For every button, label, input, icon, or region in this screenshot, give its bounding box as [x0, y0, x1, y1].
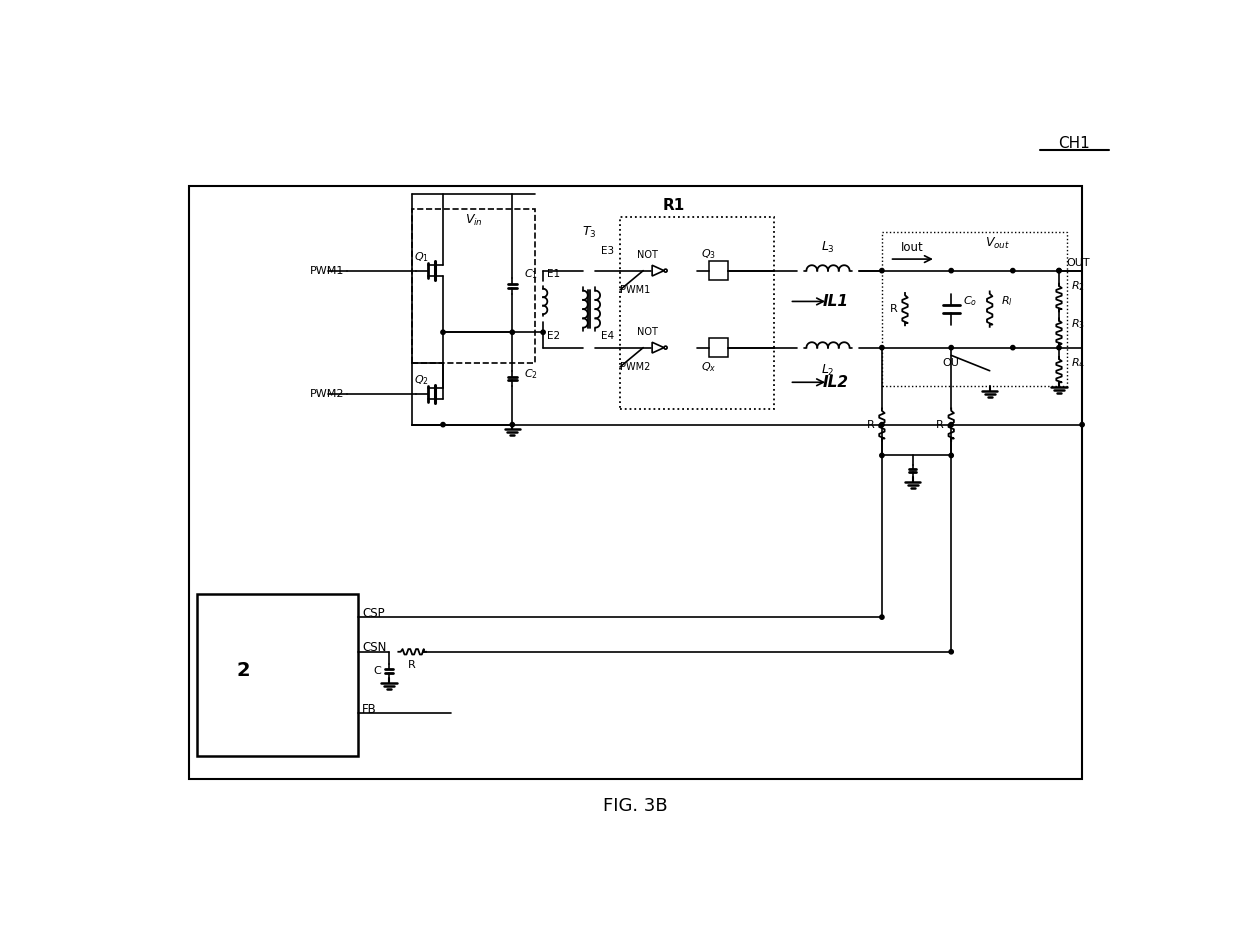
Text: R: R [408, 660, 417, 670]
Text: FB: FB [362, 703, 377, 716]
Text: $V_{in}$: $V_{in}$ [465, 213, 482, 228]
Text: OUT: OUT [1066, 258, 1090, 268]
Bar [188, 186, 1083, 779]
Text: CSN: CSN [362, 641, 387, 654]
Text: $C_2$: $C_2$ [523, 368, 538, 382]
Text: IL2: IL2 [822, 375, 848, 389]
Circle shape [1080, 423, 1084, 426]
Text: $T_3$: $T_3$ [582, 224, 596, 240]
Text: Iout: Iout [901, 241, 924, 254]
Text: FIG. 3B: FIG. 3B [603, 797, 668, 815]
Circle shape [1011, 346, 1016, 349]
Text: $\mathbf{2}$: $\mathbf{2}$ [236, 662, 249, 680]
Text: PWM1: PWM1 [620, 285, 651, 295]
Text: E2: E2 [547, 331, 560, 341]
Bar [708, 261, 728, 280]
Text: CSP: CSP [362, 607, 384, 620]
Bar [708, 338, 728, 357]
Text: $C_1$: $C_1$ [523, 268, 538, 282]
Circle shape [949, 346, 954, 349]
Circle shape [541, 330, 546, 335]
Text: $Q_x$: $Q_x$ [701, 360, 717, 374]
Circle shape [1011, 269, 1016, 273]
Text: E4: E4 [601, 331, 614, 341]
Text: R: R [889, 304, 898, 314]
Bar [412, 209, 536, 363]
Text: PWM1: PWM1 [310, 266, 345, 275]
Text: OU: OU [942, 358, 960, 368]
Text: $Q_2$: $Q_2$ [414, 373, 429, 387]
Circle shape [441, 423, 445, 426]
Text: IL1: IL1 [822, 294, 848, 309]
Text: CH1: CH1 [1059, 136, 1090, 151]
Circle shape [879, 423, 884, 426]
Circle shape [879, 346, 884, 349]
Text: $R_3$: $R_3$ [1070, 318, 1085, 332]
Circle shape [510, 423, 515, 426]
Text: R: R [936, 420, 944, 429]
Text: PWM2: PWM2 [620, 362, 651, 372]
Circle shape [949, 453, 954, 458]
Text: C: C [373, 666, 382, 676]
Text: E1: E1 [547, 270, 560, 279]
Text: NOT: NOT [636, 327, 657, 337]
Text: $L_3$: $L_3$ [821, 240, 835, 255]
Text: NOT: NOT [636, 250, 657, 260]
Circle shape [441, 330, 445, 335]
Text: E3: E3 [601, 247, 614, 257]
Circle shape [949, 423, 954, 426]
Text: R: R [867, 420, 874, 429]
Circle shape [949, 269, 954, 273]
Text: $R_2$: $R_2$ [1070, 279, 1085, 293]
Circle shape [879, 453, 884, 458]
Bar [620, 217, 774, 409]
Text: $Q_1$: $Q_1$ [414, 250, 429, 263]
Circle shape [879, 615, 884, 619]
Text: $C_o$: $C_o$ [962, 295, 977, 309]
Bar [882, 232, 1066, 387]
Text: $V_{out}$: $V_{out}$ [985, 236, 1009, 251]
Circle shape [949, 650, 954, 654]
Text: PWM2: PWM2 [310, 388, 345, 399]
Circle shape [879, 269, 884, 273]
Circle shape [1056, 346, 1061, 349]
Circle shape [510, 330, 515, 335]
Bar [197, 594, 358, 756]
Text: $R_4$: $R_4$ [1070, 356, 1085, 370]
Text: $R_l$: $R_l$ [1001, 295, 1013, 309]
Text: $Q_3$: $Q_3$ [701, 247, 717, 260]
Text: R1: R1 [663, 197, 686, 212]
Circle shape [1056, 269, 1061, 273]
Circle shape [1056, 269, 1061, 273]
Text: $L_2$: $L_2$ [821, 363, 835, 378]
